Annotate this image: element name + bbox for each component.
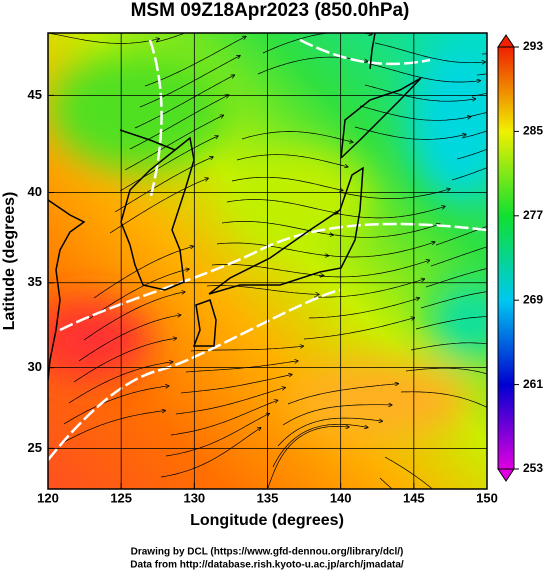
streamline xyxy=(405,367,487,375)
streamline xyxy=(257,56,368,75)
y-tick-label: 35 xyxy=(28,274,42,289)
streamline xyxy=(400,391,487,408)
y-tick-label: 45 xyxy=(28,87,42,102)
axes: 120 125 130 135 140 145 150 25 30 35 40 45 253 261 269… xyxy=(28,33,543,505)
streamline xyxy=(78,315,181,362)
x-tick-label: 125 xyxy=(110,490,132,505)
footer-line: Data from http://database.rish.kyoto-u.a… xyxy=(130,560,404,571)
x-tick-label: 145 xyxy=(403,490,425,505)
streamline xyxy=(308,298,419,319)
x-tick-label: 120 xyxy=(37,490,59,505)
streamline xyxy=(313,279,424,298)
streamline xyxy=(155,33,186,43)
streamline xyxy=(287,384,398,405)
streamline xyxy=(119,136,218,192)
x-axis-label: Longitude (degrees) xyxy=(190,512,344,529)
streamline xyxy=(277,417,382,447)
streamline xyxy=(139,56,240,108)
streamline xyxy=(456,148,487,160)
streamline xyxy=(466,111,487,118)
streamline xyxy=(435,226,487,246)
streamline xyxy=(129,95,229,150)
streamline xyxy=(303,318,414,340)
streamline xyxy=(93,246,193,299)
x-tick-label: 140 xyxy=(330,490,352,505)
plot-frame xyxy=(47,32,488,490)
streamline xyxy=(216,242,329,256)
streamline xyxy=(333,206,445,219)
streamline xyxy=(68,362,173,404)
streamline xyxy=(144,36,246,87)
title: MSM 09Z18Apr2023 (850.0hPa) xyxy=(131,0,410,21)
streamline xyxy=(374,42,485,63)
streamline xyxy=(323,242,435,258)
colorbar-min-arrow xyxy=(497,468,515,482)
streamline xyxy=(48,33,159,44)
streamline xyxy=(231,176,343,190)
streamline xyxy=(328,224,440,238)
colorbar-gradient xyxy=(497,46,515,470)
colorbar-tick-label: 269 xyxy=(523,292,543,306)
streamline xyxy=(226,199,338,214)
streamline xyxy=(114,157,213,213)
streamline xyxy=(354,126,466,140)
streamline xyxy=(63,386,169,425)
streamline xyxy=(282,405,392,426)
streamline xyxy=(430,246,487,267)
streamline xyxy=(338,189,450,199)
footer-line: Drawing by DCL (https://www.gfd-dennou.o… xyxy=(131,547,404,558)
x-tick-label: 135 xyxy=(257,490,279,505)
y-axis-label: Latitude (degrees) xyxy=(1,192,18,331)
streamline xyxy=(241,131,353,143)
x-tick-label: 150 xyxy=(476,490,498,505)
colorbar-tick-label: 285 xyxy=(523,124,543,138)
colorbar xyxy=(497,34,515,482)
y-tick-label: 25 xyxy=(28,440,42,455)
colorbar-max-arrow xyxy=(497,34,515,48)
streamline xyxy=(267,426,349,489)
streamline xyxy=(165,414,269,457)
streamline xyxy=(318,260,430,278)
streamline xyxy=(451,167,487,181)
y-tick-label: 30 xyxy=(28,359,42,374)
streamline xyxy=(83,292,185,341)
streamline xyxy=(236,154,348,167)
streamline xyxy=(58,411,165,446)
streamline xyxy=(369,63,480,82)
streamline xyxy=(88,269,189,320)
streamline xyxy=(410,342,487,351)
streamline xyxy=(109,178,208,234)
streamline xyxy=(359,105,471,121)
streamline xyxy=(415,316,487,330)
streamline xyxy=(364,84,476,102)
streamline xyxy=(420,291,487,309)
streamline xyxy=(160,428,261,478)
streamline xyxy=(206,285,319,295)
streamline xyxy=(180,375,292,394)
colorbar-tick-label: 293 xyxy=(523,39,543,53)
x-tick-label: 130 xyxy=(183,490,205,505)
colorbar-tick-label: 261 xyxy=(523,377,543,391)
colorbar-tick-label: 253 xyxy=(523,461,543,475)
colorbar-tick-label: 277 xyxy=(523,208,543,222)
streamline xyxy=(262,33,372,54)
streamline xyxy=(73,338,177,383)
streamline xyxy=(134,75,234,129)
map-field xyxy=(48,33,487,489)
streamline xyxy=(124,115,223,171)
y-tick-label: 40 xyxy=(28,184,42,199)
streamline xyxy=(170,400,278,436)
streamline xyxy=(425,268,487,288)
streamline xyxy=(461,130,487,139)
